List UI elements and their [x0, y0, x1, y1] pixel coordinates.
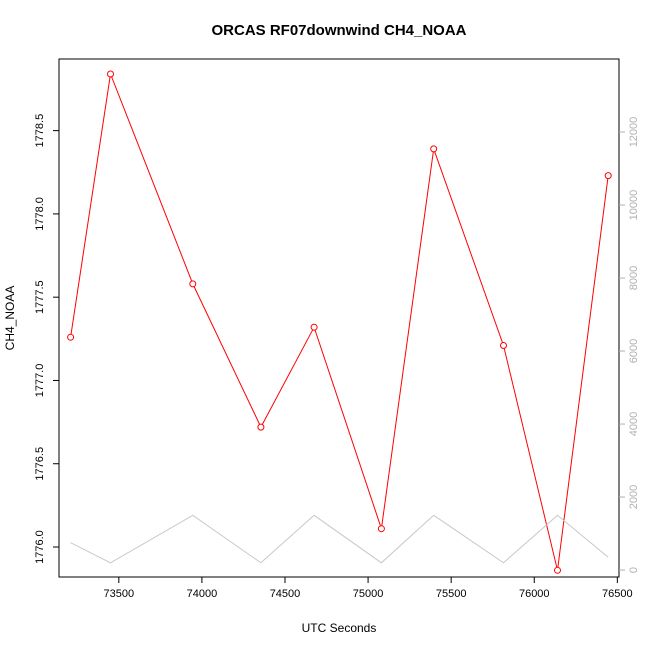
y-tick-label: 1776.5 [34, 447, 46, 481]
y2-tick-label: 4000 [628, 412, 640, 436]
plot-frame [58, 58, 620, 578]
y2-tick-label: 2000 [628, 485, 640, 509]
data-point [189, 280, 197, 288]
data-point [107, 70, 114, 78]
data-point [500, 342, 507, 349]
x-tick-label: 74000 [187, 588, 218, 600]
data-point [554, 566, 561, 574]
data-point [257, 423, 265, 431]
x-axis-label: UTC Seconds [302, 621, 377, 635]
y-tick-label: 1777.0 [34, 364, 46, 398]
y2-tick-label: 8000 [628, 266, 640, 290]
y-tick-label: 1776.0 [34, 530, 46, 564]
y2-tick-label: 0 [628, 567, 640, 573]
data-point [377, 525, 385, 533]
y-tick-label: 1778.0 [34, 197, 46, 231]
y-axis-label: CH4_NOAA [3, 286, 17, 351]
x-tick-label: 74500 [270, 588, 301, 600]
x-tick-label: 76500 [602, 588, 633, 600]
y2-tick-label: 12000 [628, 117, 640, 148]
data-point [67, 333, 75, 341]
axes: 73500 74000 74500 75000 75500 76000 76500 1776.… [34, 114, 640, 600]
chart-title: ORCAS RF07downwind CH4_NOAA [211, 22, 466, 39]
x-tick-label: 75500 [436, 588, 467, 600]
data-point [430, 145, 438, 153]
x-tick-label: 75000 [353, 588, 384, 600]
y2-tick-label: 6000 [628, 339, 640, 363]
data-point [604, 172, 612, 180]
y-tick-label: 1777.5 [34, 280, 46, 314]
secondary-series-line [70, 514, 609, 564]
x-tick-label: 73500 [104, 588, 135, 600]
x-tick-label: 76000 [519, 588, 550, 600]
ch4-series-line [70, 72, 609, 571]
y2-tick-label: 10000 [628, 190, 640, 221]
y-tick-label: 1778.5 [34, 114, 46, 148]
marks [67, 70, 612, 574]
data-point [310, 323, 318, 331]
